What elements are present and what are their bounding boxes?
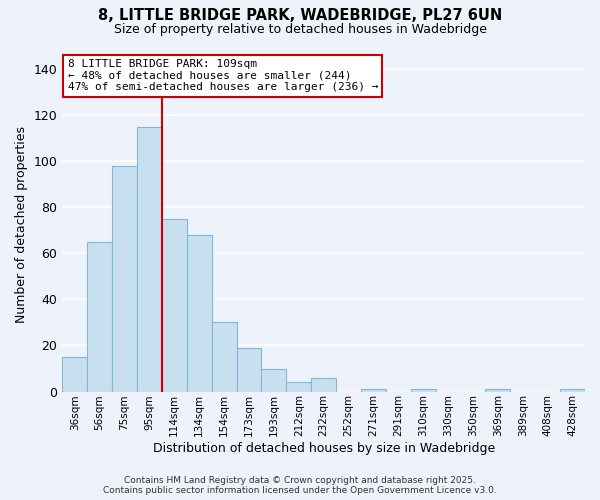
Text: 8 LITTLE BRIDGE PARK: 109sqm
← 48% of detached houses are smaller (244)
47% of s: 8 LITTLE BRIDGE PARK: 109sqm ← 48% of de…	[68, 59, 378, 92]
Bar	[162, 219, 187, 392]
Text: Contains HM Land Registry data © Crown copyright and database right 2025.
Contai: Contains HM Land Registry data © Crown c…	[103, 476, 497, 495]
Bar	[361, 389, 386, 392]
Bar	[560, 389, 585, 392]
Bar	[87, 242, 112, 392]
Bar	[236, 348, 262, 392]
Y-axis label: Number of detached properties: Number of detached properties	[15, 126, 28, 323]
Text: Size of property relative to detached houses in Wadebridge: Size of property relative to detached ho…	[113, 22, 487, 36]
Bar	[311, 378, 336, 392]
X-axis label: Distribution of detached houses by size in Wadebridge: Distribution of detached houses by size …	[152, 442, 495, 455]
Bar	[212, 322, 236, 392]
Bar	[411, 389, 436, 392]
Bar	[262, 368, 286, 392]
Bar	[137, 126, 162, 392]
Text: 8, LITTLE BRIDGE PARK, WADEBRIDGE, PL27 6UN: 8, LITTLE BRIDGE PARK, WADEBRIDGE, PL27 …	[98, 8, 502, 22]
Bar	[286, 382, 311, 392]
Bar	[62, 357, 87, 392]
Bar	[187, 235, 212, 392]
Bar	[112, 166, 137, 392]
Bar	[485, 389, 511, 392]
